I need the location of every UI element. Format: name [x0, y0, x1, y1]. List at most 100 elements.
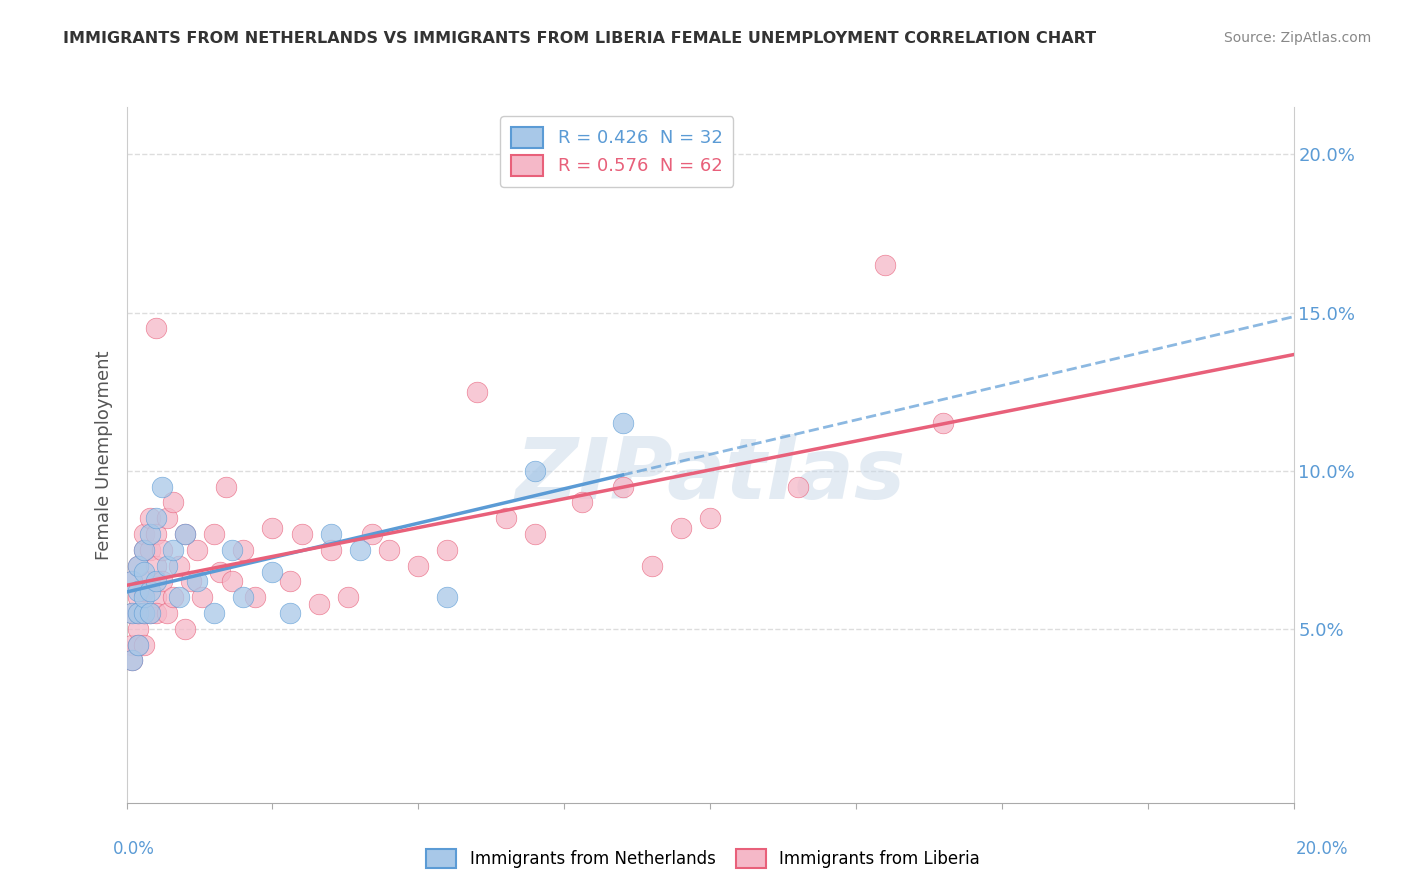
Point	[612, 417, 634, 431]
Point	[436, 591, 458, 605]
Text: 0.0%: 0.0%	[112, 840, 155, 858]
Point	[612, 479, 634, 493]
Point	[349, 542, 371, 557]
Point	[408, 558, 430, 573]
Point	[465, 384, 488, 399]
Point	[191, 591, 214, 605]
Point	[571, 495, 593, 509]
Point	[232, 591, 254, 605]
Point	[121, 574, 143, 589]
Point	[132, 606, 155, 620]
Text: IMMIGRANTS FROM NETHERLANDS VS IMMIGRANTS FROM LIBERIA FEMALE UNEMPLOYMENT CORRE: IMMIGRANTS FROM NETHERLANDS VS IMMIGRANT…	[63, 31, 1097, 46]
Point	[337, 591, 360, 605]
Point	[150, 479, 173, 493]
Point	[121, 638, 143, 652]
Point	[156, 606, 179, 620]
Point	[150, 574, 173, 589]
Point	[202, 606, 225, 620]
Point	[127, 606, 149, 620]
Point	[232, 542, 254, 557]
Point	[139, 542, 162, 557]
Point	[262, 521, 284, 535]
Point	[278, 606, 301, 620]
Point	[308, 597, 330, 611]
Point	[145, 321, 167, 335]
Point	[127, 622, 149, 636]
Point	[215, 479, 238, 493]
Point	[875, 258, 897, 272]
Point	[167, 558, 190, 573]
Point	[145, 527, 167, 541]
Point	[699, 511, 721, 525]
Point	[786, 479, 808, 493]
Point	[127, 591, 149, 605]
Point	[932, 417, 955, 431]
Point	[319, 542, 342, 557]
Point	[669, 521, 692, 535]
Point	[150, 542, 173, 557]
Point	[208, 565, 231, 579]
Point	[162, 495, 184, 509]
Point	[139, 606, 162, 620]
Point	[524, 464, 547, 478]
Point	[132, 565, 155, 579]
Point	[174, 527, 197, 541]
Point	[145, 511, 167, 525]
Point	[290, 527, 312, 541]
Point	[132, 542, 155, 557]
Point	[360, 527, 382, 541]
Point	[156, 511, 179, 525]
Point	[278, 574, 301, 589]
Point	[132, 542, 155, 557]
Point	[145, 574, 167, 589]
Point	[127, 558, 149, 573]
Point	[174, 622, 197, 636]
Point	[162, 542, 184, 557]
Text: 20.0%: 20.0%	[1295, 840, 1348, 858]
Point	[436, 542, 458, 557]
Point	[221, 542, 243, 557]
Point	[132, 527, 155, 541]
Point	[127, 558, 149, 573]
Point	[139, 606, 162, 620]
Point	[221, 574, 243, 589]
Point	[495, 511, 517, 525]
Point	[127, 638, 149, 652]
Legend: Immigrants from Netherlands, Immigrants from Liberia: Immigrants from Netherlands, Immigrants …	[419, 842, 987, 875]
Point	[132, 638, 155, 652]
Point	[132, 591, 155, 605]
Point	[121, 574, 143, 589]
Point	[186, 574, 208, 589]
Point	[174, 527, 197, 541]
Point	[167, 591, 190, 605]
Text: ZIPatlas: ZIPatlas	[515, 434, 905, 517]
Point	[121, 653, 143, 667]
Point	[262, 565, 284, 579]
Point	[127, 583, 149, 598]
Point	[132, 583, 155, 598]
Point	[145, 606, 167, 620]
Point	[640, 558, 664, 573]
Y-axis label: Female Unemployment: Female Unemployment	[94, 351, 112, 559]
Point	[243, 591, 266, 605]
Point	[139, 527, 162, 541]
Point	[524, 527, 547, 541]
Point	[139, 583, 162, 598]
Point	[202, 527, 225, 541]
Point	[121, 606, 143, 620]
Point	[156, 558, 179, 573]
Point	[127, 638, 149, 652]
Point	[145, 558, 167, 573]
Point	[139, 511, 162, 525]
Point	[319, 527, 342, 541]
Point	[121, 653, 143, 667]
Point	[121, 606, 143, 620]
Point	[127, 606, 149, 620]
Point	[145, 591, 167, 605]
Point	[186, 542, 208, 557]
Text: Source: ZipAtlas.com: Source: ZipAtlas.com	[1223, 31, 1371, 45]
Point	[180, 574, 202, 589]
Point	[378, 542, 401, 557]
Point	[132, 606, 155, 620]
Legend: R = 0.426  N = 32, R = 0.576  N = 62: R = 0.426 N = 32, R = 0.576 N = 62	[501, 116, 734, 186]
